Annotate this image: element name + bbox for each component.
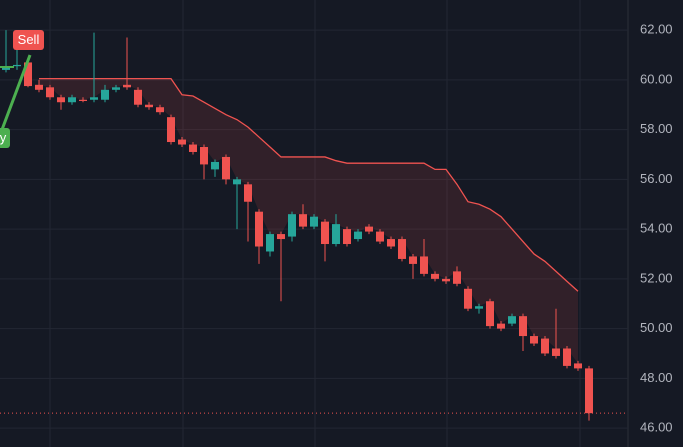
candle-body <box>123 84 131 88</box>
candle-body <box>167 117 175 143</box>
candle-body <box>354 231 362 240</box>
y-tick-label: 60.00 <box>640 71 673 86</box>
candle-body <box>90 97 98 100</box>
candle-body <box>453 271 461 284</box>
y-tick-label: 48.00 <box>640 370 673 385</box>
candle-body <box>497 323 505 329</box>
candle-body <box>244 184 252 202</box>
candle-body <box>112 87 120 90</box>
stop-area <box>39 78 578 364</box>
candle-body <box>233 179 241 185</box>
candle-body <box>288 214 296 237</box>
candle-body <box>222 156 230 180</box>
candle-body <box>178 139 186 145</box>
y-tick-label: 52.00 <box>640 270 673 285</box>
candle-body <box>365 226 373 232</box>
candle-body <box>442 278 450 282</box>
candle-body <box>101 89 109 100</box>
candle-body <box>57 97 65 103</box>
candle-body <box>409 256 417 264</box>
candle-body <box>266 234 274 252</box>
candle-body <box>68 97 76 103</box>
y-tick-label: 54.00 <box>640 221 673 236</box>
candle-body <box>332 224 340 245</box>
candle-body <box>464 288 472 309</box>
plot <box>0 29 628 429</box>
candle-body <box>2 67 10 70</box>
candle-body <box>574 363 582 369</box>
stop-line <box>39 77 579 292</box>
sell-label: Sell <box>18 32 40 47</box>
candle-body <box>519 316 527 337</box>
y-tick-label: 58.00 <box>640 121 673 136</box>
candle-body <box>277 234 285 240</box>
candle-body <box>200 147 208 165</box>
candle-body <box>552 348 560 356</box>
candle-body <box>145 104 153 108</box>
candle-body <box>398 239 406 259</box>
candle-body <box>134 89 142 105</box>
buy-label: y <box>0 130 7 145</box>
candle-body <box>24 62 32 87</box>
buy-arrow <box>0 54 32 136</box>
candle-body <box>156 107 164 113</box>
candle-body <box>431 273 439 279</box>
candle-body <box>541 338 549 354</box>
y-tick-label: 62.00 <box>640 22 673 37</box>
candle-body <box>321 221 329 245</box>
candle-body <box>486 301 494 327</box>
candle-body <box>299 214 307 227</box>
candle-body <box>563 348 571 366</box>
candle-body <box>585 368 593 414</box>
y-tick-label: 56.00 <box>640 171 673 186</box>
candle-body <box>13 64 21 67</box>
candle-body <box>376 231 384 242</box>
candle-body <box>35 84 43 90</box>
candle-body <box>79 99 87 101</box>
y-tick-label: 50.00 <box>640 320 673 335</box>
candle-body <box>255 211 263 247</box>
candle-body <box>343 229 351 245</box>
candle-body <box>530 336 538 344</box>
candle-body <box>310 216 318 227</box>
candle-body <box>508 316 516 324</box>
candle-body <box>46 87 54 98</box>
y-tick-label: 46.00 <box>640 420 673 435</box>
buy-tag <box>0 128 10 148</box>
candle-body <box>420 256 428 274</box>
candle-body <box>475 306 483 309</box>
candle-body <box>387 239 395 247</box>
candle-body <box>211 161 219 170</box>
candle-body <box>189 144 197 152</box>
sell-tag <box>13 30 44 50</box>
